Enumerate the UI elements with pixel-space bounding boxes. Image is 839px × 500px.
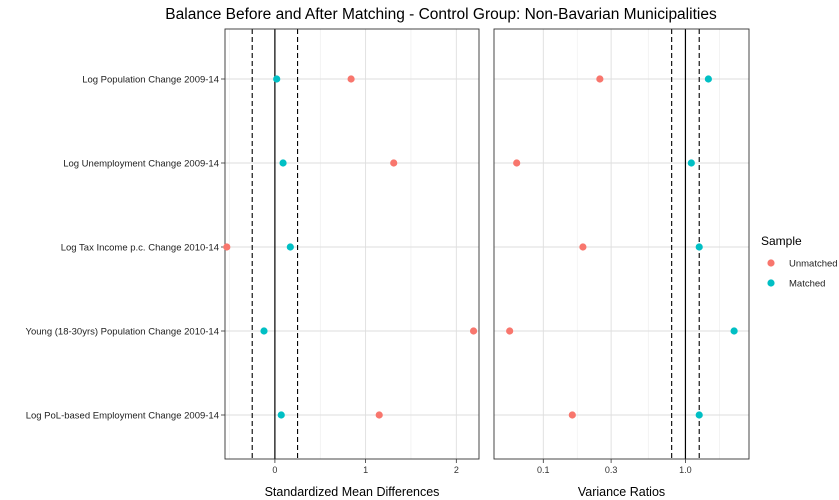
point-smd-matched-1 — [279, 159, 287, 167]
chart-title: Balance Before and After Matching - Cont… — [165, 6, 717, 23]
point-smd-matched-0 — [273, 75, 281, 83]
y-label-2: Log Tax Income p.c. Change 2010-14 — [61, 243, 219, 254]
y-label-1: Log Unemployment Change 2009-14 — [63, 159, 219, 170]
y-label-3: Young (18-30yrs) Population Change 2010-… — [26, 327, 219, 338]
legend: Sample Unmatched Matched — [761, 234, 838, 290]
point-vr-matched-2 — [695, 243, 703, 251]
point-smd-unmatched-3 — [469, 327, 478, 335]
panel-border-vr — [493, 28, 750, 460]
point-smd-matched-2 — [286, 243, 294, 251]
y-label-4: Log PoL-based Employment Change 2009-14 — [26, 411, 219, 422]
point-vr-unmatched-1 — [513, 159, 521, 167]
point-vr-unmatched-3 — [506, 327, 514, 335]
x-tick-label-vr-2: 1.0 — [679, 465, 692, 475]
legend-label-unmatched: Unmatched — [789, 259, 838, 270]
point-vr-matched-1 — [687, 159, 695, 167]
x-tick-label-smd-1: 1 — [363, 465, 368, 475]
x-axis-title-vr: Variance Ratios — [578, 485, 665, 499]
point-smd-matched-4 — [277, 411, 285, 419]
panel-standardized-mean-differences: 0 1 2 Standardized Mean Differences — [223, 28, 480, 499]
point-vr-matched-0 — [704, 75, 712, 83]
panel-border-smd — [224, 28, 480, 460]
y-axis-labels: Log Population Change 2009-14 Log Unemplo… — [26, 75, 225, 422]
point-vr-unmatched-2 — [579, 243, 587, 251]
panel-variance-ratios: 0.1 0.3 1.0 Variance Ratios — [493, 28, 750, 499]
point-vr-matched-3 — [730, 327, 738, 335]
point-vr-unmatched-0 — [596, 75, 604, 83]
point-smd-matched-3 — [260, 327, 268, 335]
legend-title: Sample — [761, 234, 802, 248]
point-vr-unmatched-4 — [568, 411, 576, 419]
legend-swatch-unmatched — [767, 259, 775, 267]
point-smd-unmatched-0 — [347, 75, 355, 83]
point-smd-unmatched-1 — [390, 159, 398, 167]
x-axis-title-smd: Standardized Mean Differences — [265, 485, 440, 499]
y-label-0: Log Population Change 2009-14 — [82, 75, 219, 86]
x-tick-label-vr-1: 0.3 — [605, 465, 618, 475]
x-tick-label-vr-0: 0.1 — [537, 465, 550, 475]
legend-swatch-matched — [767, 279, 775, 287]
point-smd-unmatched-4 — [375, 411, 383, 419]
x-tick-label-smd-0: 0 — [272, 465, 277, 475]
point-smd-unmatched-2 — [223, 243, 231, 251]
point-vr-matched-4 — [695, 411, 703, 419]
legend-label-matched: Matched — [789, 279, 825, 290]
x-tick-label-smd-2: 2 — [454, 465, 459, 475]
